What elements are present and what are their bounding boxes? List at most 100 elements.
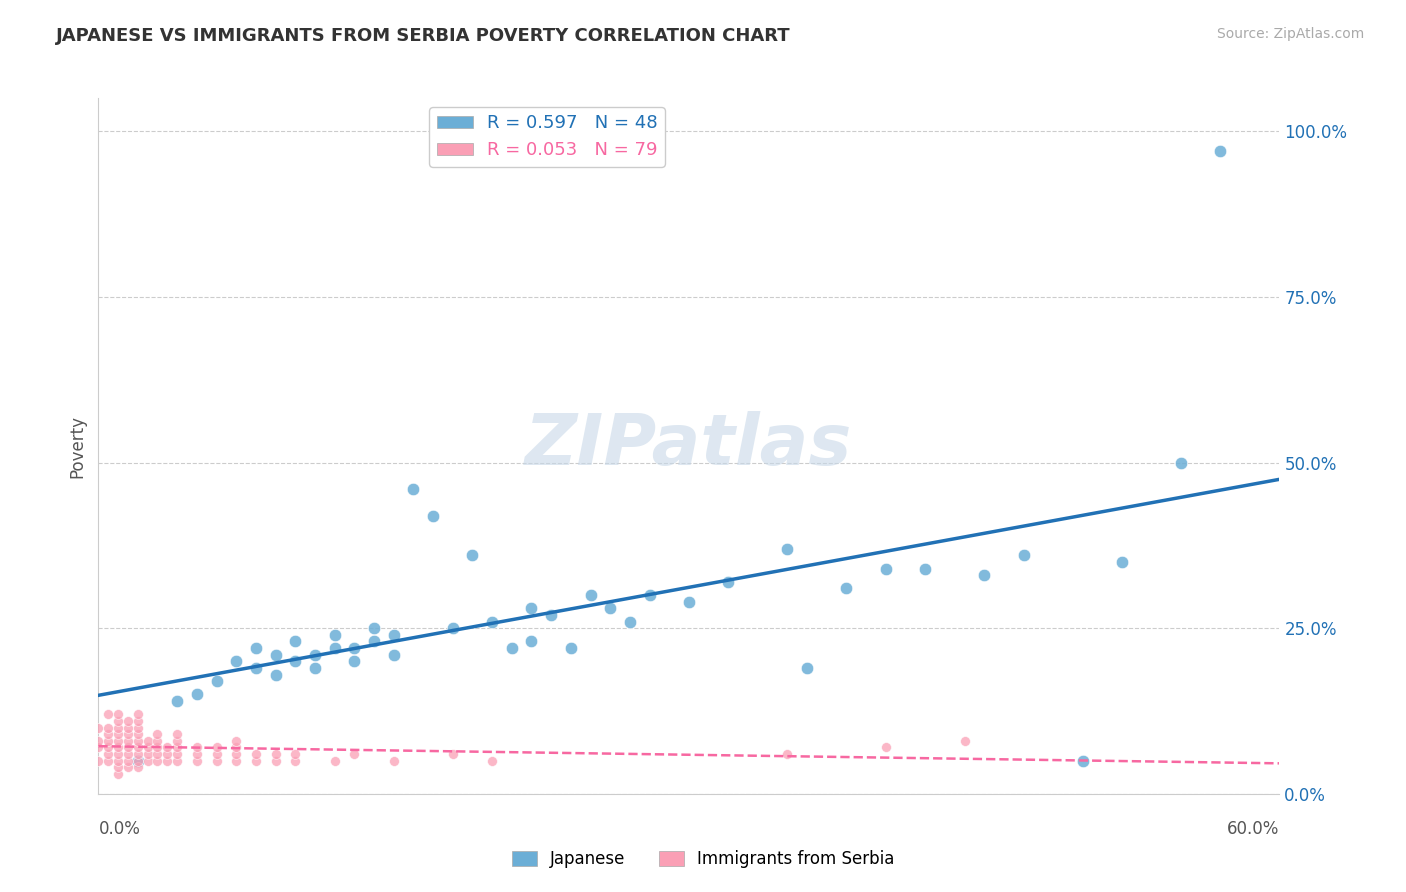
Point xyxy=(225,734,247,748)
Point xyxy=(245,754,267,768)
Text: 0.0%: 0.0% xyxy=(98,820,141,838)
Point xyxy=(97,754,120,768)
Point xyxy=(156,754,179,768)
Point xyxy=(304,648,326,662)
Point xyxy=(245,747,267,761)
Point xyxy=(107,734,129,748)
Point xyxy=(146,740,169,755)
Point xyxy=(205,674,228,689)
Point xyxy=(117,740,139,755)
Text: Source: ZipAtlas.com: Source: ZipAtlas.com xyxy=(1216,27,1364,41)
Point xyxy=(127,734,149,748)
Point xyxy=(127,714,149,728)
Point xyxy=(225,740,247,755)
Point xyxy=(107,760,129,774)
Point xyxy=(678,595,700,609)
Point xyxy=(264,648,287,662)
Point xyxy=(481,754,503,768)
Point xyxy=(117,760,139,774)
Point xyxy=(619,615,641,629)
Point xyxy=(166,694,188,708)
Legend: R = 0.597   N = 48, R = 0.053   N = 79: R = 0.597 N = 48, R = 0.053 N = 79 xyxy=(429,107,665,167)
Point xyxy=(835,582,858,596)
Point xyxy=(1209,144,1232,158)
Point xyxy=(402,482,425,496)
Point xyxy=(186,740,208,755)
Point xyxy=(156,740,179,755)
Point xyxy=(127,721,149,735)
Point xyxy=(225,754,247,768)
Point xyxy=(1071,754,1094,768)
Point xyxy=(481,615,503,629)
Point xyxy=(422,508,444,523)
Point xyxy=(441,621,464,635)
Point xyxy=(363,634,385,648)
Point xyxy=(343,641,366,656)
Point xyxy=(441,747,464,761)
Point xyxy=(127,747,149,761)
Point xyxy=(1111,555,1133,569)
Point xyxy=(107,727,129,741)
Point xyxy=(304,661,326,675)
Point xyxy=(107,707,129,722)
Point xyxy=(146,747,169,761)
Point xyxy=(1012,549,1035,563)
Point xyxy=(520,601,543,615)
Point xyxy=(166,747,188,761)
Point xyxy=(225,747,247,761)
Point xyxy=(284,754,307,768)
Point xyxy=(166,734,188,748)
Point xyxy=(343,654,366,668)
Point xyxy=(382,754,405,768)
Y-axis label: Poverty: Poverty xyxy=(69,415,87,477)
Point xyxy=(560,641,582,656)
Point xyxy=(166,740,188,755)
Point xyxy=(117,727,139,741)
Point xyxy=(382,648,405,662)
Point xyxy=(245,661,267,675)
Point xyxy=(136,747,159,761)
Point xyxy=(284,654,307,668)
Point xyxy=(717,574,740,589)
Point xyxy=(127,707,149,722)
Point xyxy=(87,734,110,748)
Point xyxy=(97,747,120,761)
Point xyxy=(225,654,247,668)
Point xyxy=(156,747,179,761)
Point xyxy=(117,754,139,768)
Point xyxy=(1170,456,1192,470)
Point xyxy=(97,734,120,748)
Point xyxy=(284,634,307,648)
Point xyxy=(579,588,602,602)
Point xyxy=(87,740,110,755)
Point xyxy=(776,747,799,761)
Point xyxy=(107,747,129,761)
Point xyxy=(107,714,129,728)
Point xyxy=(284,747,307,761)
Point xyxy=(953,734,976,748)
Point xyxy=(520,634,543,648)
Point xyxy=(136,734,159,748)
Point xyxy=(117,734,139,748)
Point xyxy=(117,721,139,735)
Point xyxy=(117,714,139,728)
Point xyxy=(97,707,120,722)
Legend: Japanese, Immigrants from Serbia: Japanese, Immigrants from Serbia xyxy=(505,844,901,875)
Point xyxy=(776,541,799,556)
Point xyxy=(97,721,120,735)
Text: 60.0%: 60.0% xyxy=(1227,820,1279,838)
Point xyxy=(146,734,169,748)
Point xyxy=(382,628,405,642)
Point xyxy=(245,641,267,656)
Point xyxy=(540,607,562,622)
Point xyxy=(127,754,149,768)
Point xyxy=(107,767,129,781)
Point xyxy=(875,561,897,575)
Point xyxy=(205,740,228,755)
Point xyxy=(501,641,523,656)
Point xyxy=(107,754,129,768)
Text: JAPANESE VS IMMIGRANTS FROM SERBIA POVERTY CORRELATION CHART: JAPANESE VS IMMIGRANTS FROM SERBIA POVER… xyxy=(56,27,790,45)
Point xyxy=(136,740,159,755)
Point xyxy=(973,568,995,582)
Point xyxy=(796,661,818,675)
